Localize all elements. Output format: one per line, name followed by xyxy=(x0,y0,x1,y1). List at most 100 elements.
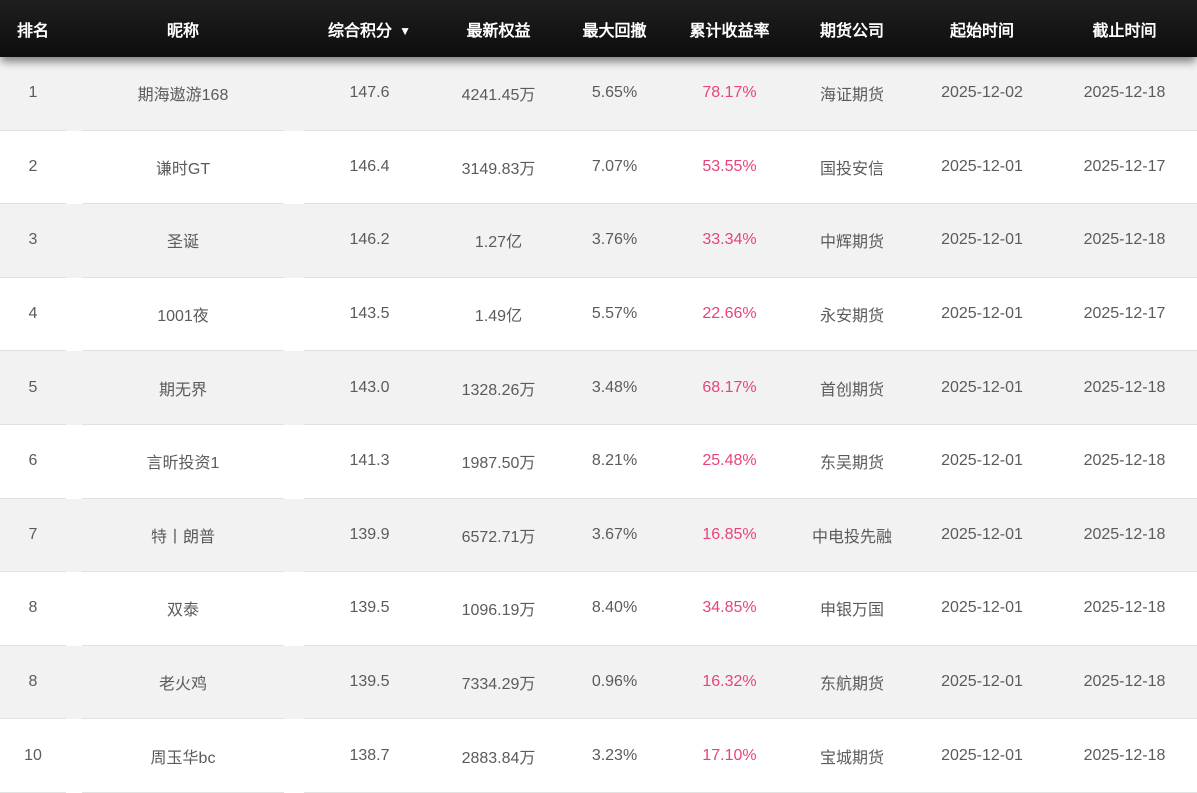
cell-rank: 6 xyxy=(0,425,66,499)
cell-rank: 4 xyxy=(0,278,66,352)
table-row: 2 谦时GT 146.4 3149.83万 7.07% 53.55% 国投安信 2025-12… xyxy=(0,131,1197,205)
column-header-max-drawdown[interactable]: 最大回撤 xyxy=(582,22,647,40)
cell-cum-return: 16.32% xyxy=(667,646,792,720)
cell-equity: 7334.29万 xyxy=(435,646,562,720)
cell-equity: 1.49亿 xyxy=(435,278,562,352)
table-row: 7 特丨朗普 139.9 6572.71万 3.67% 16.85% 中电投先融 2025-1… xyxy=(0,498,1197,573)
column-gap xyxy=(284,204,304,278)
cell-rank: 10 xyxy=(0,719,66,793)
column-gap xyxy=(66,572,82,646)
column-header-equity[interactable]: 最新权益 xyxy=(466,22,531,40)
table-row: 5 期无界 143.0 1328.26万 3.48% 68.17% 首创期货 2025-12-… xyxy=(0,351,1197,425)
nickname-link[interactable]: 1001夜 xyxy=(82,278,284,352)
cell-cum-return: 17.10% xyxy=(667,719,792,793)
column-gap xyxy=(66,131,82,205)
nickname-link[interactable]: 期海遨游168 xyxy=(82,57,284,131)
cell-max-drawdown: 5.65% xyxy=(562,57,667,131)
table-body: 1 期海遨游168 147.6 4241.45万 5.65% 78.17% 海证期货 2025… xyxy=(0,57,1197,793)
cell-equity: 6572.71万 xyxy=(435,499,562,573)
cell-cum-return: 68.17% xyxy=(667,351,792,425)
cell-max-drawdown: 8.40% xyxy=(562,572,667,646)
cell-end-date: 2025-12-18 xyxy=(1052,499,1197,573)
column-header-rank[interactable]: 排名 xyxy=(16,22,49,40)
cell-equity: 3149.83万 xyxy=(435,131,562,205)
cell-company: 海证期货 xyxy=(792,57,912,131)
nickname-link[interactable]: 老火鸡 xyxy=(82,646,284,720)
cell-start-date: 2025-12-01 xyxy=(912,646,1052,720)
cell-start-date: 2025-12-01 xyxy=(912,351,1052,425)
table-row: 6 言昕投资1 141.3 1987.50万 8.21% 25.48% 东吴期货 2025-1… xyxy=(0,425,1197,499)
cell-end-date: 2025-12-18 xyxy=(1052,425,1197,499)
nickname-link[interactable]: 特丨朗普 xyxy=(82,499,284,573)
cell-cum-return: 78.17% xyxy=(667,57,792,131)
nickname-link[interactable]: 谦时GT xyxy=(82,131,284,205)
cell-equity: 1096.19万 xyxy=(435,572,562,646)
cell-end-date: 2025-12-17 xyxy=(1052,131,1197,205)
cell-end-date: 2025-12-18 xyxy=(1052,57,1197,131)
nickname-link[interactable]: 言昕投资1 xyxy=(82,425,284,499)
cell-rank: 8 xyxy=(0,646,66,720)
column-header-score-label: 综合积分 xyxy=(328,22,393,40)
cell-start-date: 2025-12-01 xyxy=(912,572,1052,646)
cell-start-date: 2025-12-01 xyxy=(912,499,1052,573)
cell-max-drawdown: 8.21% xyxy=(562,425,667,499)
column-header-company[interactable]: 期货公司 xyxy=(819,22,884,40)
column-gap xyxy=(66,278,82,352)
nickname-link[interactable]: 期无界 xyxy=(82,351,284,425)
column-gap xyxy=(66,499,82,573)
cell-score: 147.6 xyxy=(304,57,435,131)
column-header-cum-return[interactable]: 累计收益率 xyxy=(689,22,770,40)
table-header-row: 排名 昵称 综合积分 ▼ 最新权益 最大回撤 累计收益率 期货公司 起始时间 截止… xyxy=(0,0,1197,57)
cell-equity: 4241.45万 xyxy=(435,57,562,131)
cell-cum-return: 34.85% xyxy=(667,572,792,646)
table-row: 4 1001夜 143.5 1.49亿 5.57% 22.66% 永安期货 2025-12-0… xyxy=(0,278,1197,352)
nickname-link[interactable]: 周玉华bc xyxy=(82,719,284,793)
cell-score: 143.5 xyxy=(304,278,435,352)
cell-score: 139.5 xyxy=(304,572,435,646)
column-gap xyxy=(284,572,304,646)
nickname-link[interactable]: 圣诞 xyxy=(82,204,284,278)
nickname-link[interactable]: 双泰 xyxy=(82,572,284,646)
cell-company: 中电投先融 xyxy=(792,499,912,573)
cell-start-date: 2025-12-02 xyxy=(912,57,1052,131)
cell-score: 139.5 xyxy=(304,646,435,720)
cell-company: 申银万国 xyxy=(792,572,912,646)
cell-end-date: 2025-12-18 xyxy=(1052,719,1197,793)
cell-score: 139.9 xyxy=(304,499,435,573)
cell-equity: 1.27亿 xyxy=(435,204,562,278)
column-header-score[interactable]: 综合积分 ▼ xyxy=(304,17,435,41)
cell-company: 中辉期货 xyxy=(792,204,912,278)
cell-rank: 7 xyxy=(0,499,66,573)
cell-score: 141.3 xyxy=(304,425,435,499)
column-header-nickname[interactable]: 昵称 xyxy=(166,22,199,40)
cell-company: 东吴期货 xyxy=(792,425,912,499)
column-gap xyxy=(66,425,82,499)
cell-max-drawdown: 5.57% xyxy=(562,278,667,352)
cell-end-date: 2025-12-18 xyxy=(1052,204,1197,278)
column-header-start-date[interactable]: 起始时间 xyxy=(949,22,1014,40)
cell-rank: 5 xyxy=(0,351,66,425)
column-gap xyxy=(284,719,304,793)
column-gap xyxy=(66,204,82,278)
table-row: 10 周玉华bc 138.7 2883.84万 3.23% 17.10% 宝城期货 2025-… xyxy=(0,719,1197,793)
table-row: 8 双泰 139.5 1096.19万 8.40% 34.85% 申银万国 2025-12-0… xyxy=(0,572,1197,646)
column-header-end-date[interactable]: 截止时间 xyxy=(1092,22,1157,40)
cell-end-date: 2025-12-18 xyxy=(1052,646,1197,720)
cell-equity: 1328.26万 xyxy=(435,351,562,425)
cell-rank: 2 xyxy=(0,131,66,205)
cell-max-drawdown: 3.48% xyxy=(562,351,667,425)
cell-cum-return: 33.34% xyxy=(667,204,792,278)
cell-cum-return: 22.66% xyxy=(667,278,792,352)
cell-company: 国投安信 xyxy=(792,131,912,205)
cell-max-drawdown: 7.07% xyxy=(562,131,667,205)
column-gap xyxy=(284,278,304,352)
cell-equity: 1987.50万 xyxy=(435,425,562,499)
cell-cum-return: 16.85% xyxy=(667,499,792,573)
column-gap xyxy=(284,351,304,425)
cell-score: 146.4 xyxy=(304,131,435,205)
cell-rank: 3 xyxy=(0,204,66,278)
cell-rank: 1 xyxy=(0,57,66,131)
table-row: 3 圣诞 146.2 1.27亿 3.76% 33.34% 中辉期货 2025-12-01 20… xyxy=(0,204,1197,278)
cell-equity: 2883.84万 xyxy=(435,719,562,793)
